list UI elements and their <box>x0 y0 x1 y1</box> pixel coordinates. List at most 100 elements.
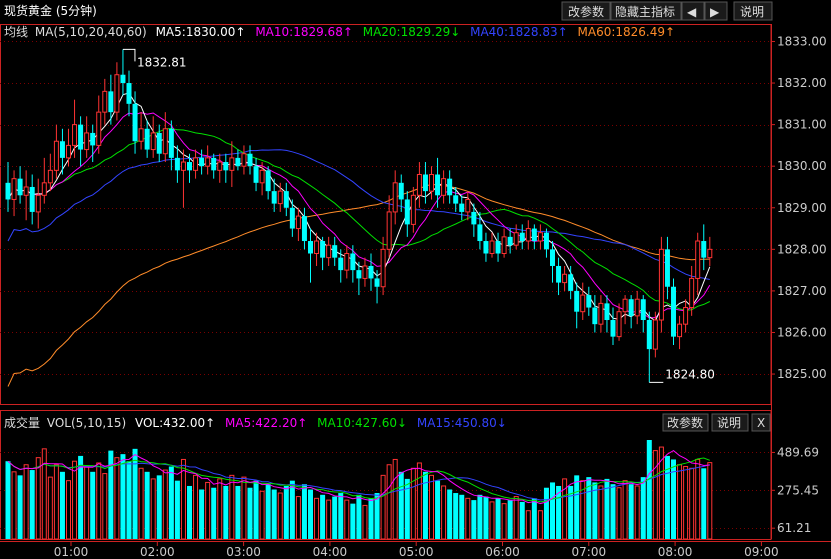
candle-body-down <box>168 128 174 158</box>
volume-bar-down <box>477 494 483 539</box>
volume-help-button[interactable]: 说明 <box>711 413 749 432</box>
volume-bar-up <box>217 478 223 540</box>
candle-body-down <box>701 241 707 258</box>
volume-bar-up <box>96 462 102 540</box>
volume-bar-up <box>180 458 186 540</box>
volume-bar-up <box>501 503 507 540</box>
volume-bar-down <box>374 493 380 539</box>
candle-body-down <box>664 249 670 287</box>
volume-bar-down <box>556 485 562 539</box>
candle-body-down <box>271 191 277 204</box>
candle-body-down <box>671 286 676 337</box>
hide-main-indicator-button[interactable]: 隐藏主指标 <box>610 1 682 21</box>
candle-body-down <box>187 162 192 171</box>
volume-bar-up <box>392 458 398 540</box>
candle-body-down <box>556 265 562 283</box>
volume-ma-lines <box>7 449 710 505</box>
scroll-left-button[interactable]: ◀ <box>681 1 705 21</box>
volume-help-label: 说明 <box>717 415 741 430</box>
modify-params-button[interactable]: 改参数 <box>561 1 611 21</box>
volume-bar-down <box>283 485 289 539</box>
volume-tick-label: 61.21 <box>777 521 811 535</box>
vol-ma10: MA10:427.60↓ <box>317 416 407 430</box>
arrow-left-icon: ◀ <box>687 5 697 19</box>
candle-body-up <box>465 198 471 213</box>
candle-body-down <box>247 153 253 167</box>
ma10-line <box>7 112 711 319</box>
volume-bar-down <box>235 485 241 539</box>
candles <box>5 49 713 383</box>
volume-bar-down <box>332 496 338 539</box>
modify-params-label: 改参数 <box>568 4 604 19</box>
ma10-legend: MA10:1829.68↑ <box>255 25 353 39</box>
candle-body-down <box>604 303 610 321</box>
candle-body-up <box>489 240 495 254</box>
candle-body-down <box>453 195 459 204</box>
candle-body-down <box>78 124 84 150</box>
scroll-right-button[interactable]: ▶ <box>704 1 728 21</box>
volume-bar-down <box>646 440 652 539</box>
candle-body-down <box>308 241 313 254</box>
candle-body-down <box>459 203 465 212</box>
candle-body-up <box>35 194 41 213</box>
low-label: 1824.80 <box>665 367 715 381</box>
volume-bar-down <box>350 503 356 539</box>
candle-body-down <box>301 216 307 242</box>
candle-body-up <box>707 248 713 259</box>
volume-bar-down <box>398 471 404 539</box>
help-button[interactable]: 说明 <box>733 1 773 21</box>
candle-body-up <box>259 169 265 184</box>
time-tick-label: 05:00 <box>399 545 434 559</box>
ma40-legend: MA40:1828.83↑ <box>470 25 568 39</box>
candle-body-down <box>435 174 441 196</box>
candle-body-up <box>677 323 683 338</box>
volume-bar-up <box>314 497 320 540</box>
time-tick-label: 08:00 <box>658 545 693 559</box>
volume-bar-down <box>308 489 313 539</box>
candle-body-up <box>616 311 622 338</box>
ma20-line <box>7 127 711 311</box>
volume-bar-up <box>683 466 689 540</box>
volume-modify-params-label: 改参数 <box>667 415 703 430</box>
candle-body-down <box>531 228 537 242</box>
candle-body-down <box>59 141 65 158</box>
time-tick-label: 04:00 <box>313 545 348 559</box>
candle-body-down <box>90 132 96 146</box>
volume-bar-down <box>531 498 537 539</box>
volume-bar-up <box>11 471 17 540</box>
volume-bar-down <box>422 471 428 539</box>
volume-bar-down <box>519 501 525 539</box>
candle-body-down <box>332 245 338 258</box>
candle-body-up <box>180 161 186 171</box>
volume-bar-up <box>537 510 543 540</box>
candle-body-down <box>404 199 410 225</box>
candle-body-down <box>17 178 23 196</box>
candle-body-down <box>283 191 289 208</box>
hide-main-indicator-label: 隐藏主指标 <box>615 4 675 19</box>
volume-bar-up <box>489 501 495 540</box>
candle-body-up <box>72 124 78 146</box>
candle-body-down <box>471 211 477 225</box>
candle-body-up <box>41 182 47 196</box>
candle-body-down <box>126 83 132 104</box>
candle-body-down <box>495 241 501 254</box>
volume-bar-down <box>271 489 277 539</box>
candle-body-down <box>368 265 374 279</box>
volume-bar-up <box>562 478 568 540</box>
volume-bar-up <box>241 476 247 540</box>
volume-axis: 489.69 275.45 61.21 <box>771 445 819 535</box>
volume-close-button[interactable]: X <box>751 413 771 432</box>
candle-body-up <box>362 265 368 279</box>
candle-body-down <box>253 166 259 183</box>
volume-modify-params-button[interactable]: 改参数 <box>662 413 709 432</box>
price-tick-label: 1829.00 <box>777 201 827 215</box>
volume-bar-up <box>277 492 283 540</box>
volume-bar-down <box>604 478 610 539</box>
candle-body-up <box>277 190 283 205</box>
volume-bar-down <box>253 480 259 539</box>
candle-body-up <box>326 244 332 259</box>
volume-bar-up <box>441 485 447 540</box>
volume-bar-down <box>495 498 501 539</box>
volume-bar-up <box>616 487 622 540</box>
